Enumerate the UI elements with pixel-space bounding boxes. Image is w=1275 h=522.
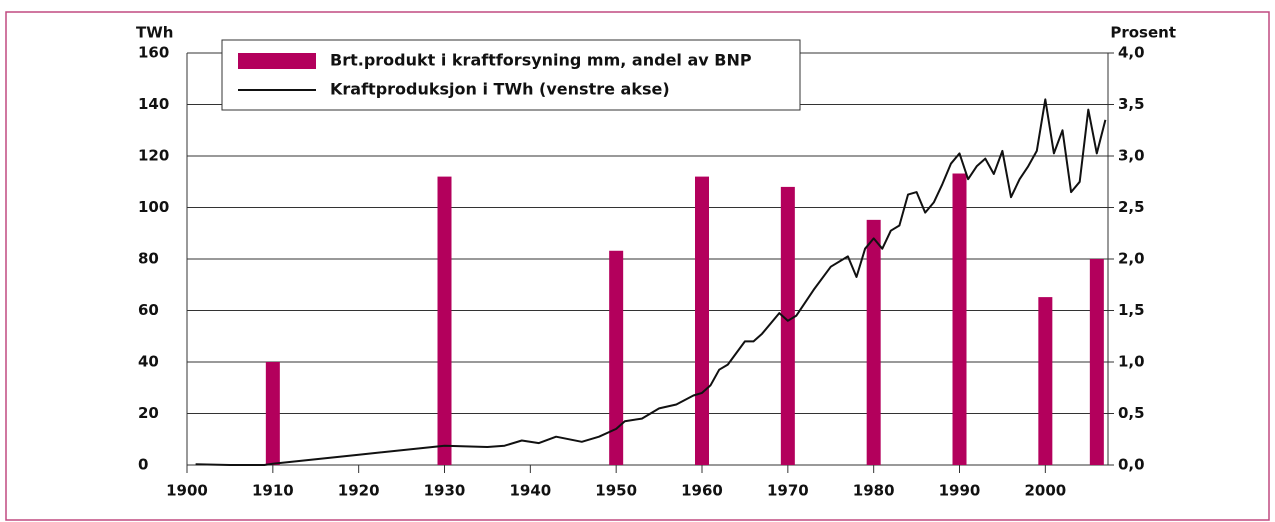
legend-label: Kraftproduksjon i TWh (venstre akse) [330, 80, 670, 99]
bar [695, 176, 710, 465]
y-tick-label: 160 [138, 44, 169, 62]
x-tick-label: 2000 [1024, 482, 1066, 500]
y2-tick-label: 1,5 [1118, 301, 1145, 319]
bar [1038, 297, 1053, 465]
x-tick-label: 1970 [767, 482, 809, 500]
y2-tick-label: 1,0 [1118, 353, 1145, 371]
bar [265, 362, 280, 465]
bar [866, 219, 881, 465]
x-tick-label: 1940 [509, 482, 551, 500]
x-tick-label: 1990 [939, 482, 981, 500]
y2-tick-label: 3,5 [1118, 95, 1145, 113]
x-tick-label: 1960 [681, 482, 723, 500]
y-tick-label: 40 [138, 353, 159, 371]
y2-axis-label: Prosent [1110, 24, 1176, 42]
bar [780, 186, 795, 465]
y-tick-label: 20 [138, 404, 159, 422]
y-axis-label: TWh [136, 24, 173, 42]
y2-tick-label: 0,5 [1118, 404, 1145, 422]
x-tick-label: 1930 [424, 482, 466, 500]
y-tick-label: 0 [138, 456, 148, 474]
legend-label: Brt.produkt i kraftforsyning mm, andel a… [330, 51, 752, 70]
x-tick-label: 1980 [853, 482, 895, 500]
y-tick-label: 100 [138, 198, 169, 216]
bar [1089, 259, 1104, 465]
bar [952, 173, 967, 465]
bar [609, 250, 624, 465]
legend-box [221, 39, 801, 111]
bar [437, 176, 452, 465]
x-tick-label: 1920 [338, 482, 380, 500]
y-tick-label: 80 [138, 250, 159, 268]
y-tick-label: 120 [138, 147, 169, 165]
x-tick-label: 1900 [166, 482, 208, 500]
y2-tick-label: 2,0 [1118, 250, 1145, 268]
line [195, 98, 1107, 466]
y2-tick-label: 4,0 [1118, 44, 1145, 62]
x-tick-label: 1950 [595, 482, 637, 500]
y2-tick-label: 2,5 [1118, 198, 1145, 216]
y-tick-label: 60 [138, 301, 159, 319]
y-tick-label: 140 [138, 95, 169, 113]
y2-tick-label: 0,0 [1118, 456, 1145, 474]
x-tick-label: 1910 [252, 482, 294, 500]
y2-tick-label: 3,0 [1118, 147, 1145, 165]
legend-swatch [238, 53, 316, 69]
frame [5, 11, 1270, 521]
